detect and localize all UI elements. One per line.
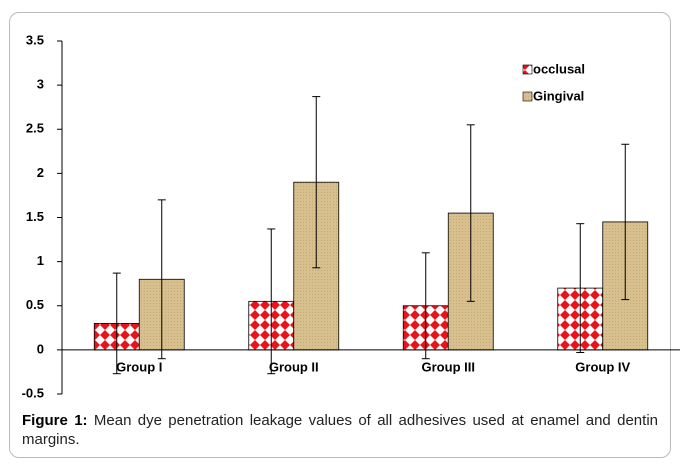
x-tick-label: Group III bbox=[422, 359, 475, 374]
caption: Figure 1: Mean dye penetration leakage v… bbox=[22, 411, 658, 449]
y-tick-label: 1.5 bbox=[26, 209, 44, 224]
x-tick-label: Group I bbox=[116, 359, 162, 374]
legend-label: occlusal bbox=[533, 61, 585, 76]
caption-label: Figure 1: bbox=[22, 412, 88, 429]
y-tick-label: 3.5 bbox=[26, 32, 44, 47]
y-tick-label: 3 bbox=[37, 77, 44, 92]
legend-swatch bbox=[522, 64, 533, 75]
legend-swatch bbox=[522, 91, 533, 102]
caption-text: Mean dye penetration leakage values of a… bbox=[22, 412, 658, 448]
y-tick-label: 1 bbox=[37, 253, 44, 268]
x-tick-label: Group IV bbox=[575, 359, 630, 374]
y-tick-label: 2 bbox=[37, 165, 44, 180]
figure-frame bbox=[9, 12, 671, 458]
y-tick-label: 2.5 bbox=[26, 121, 44, 136]
x-tick-label: Group II bbox=[269, 359, 319, 374]
y-tick-label: -0.5 bbox=[22, 385, 44, 400]
y-tick-label: 0 bbox=[37, 341, 44, 356]
y-tick-label: 0.5 bbox=[26, 297, 44, 312]
legend-label: Gingival bbox=[533, 88, 584, 103]
